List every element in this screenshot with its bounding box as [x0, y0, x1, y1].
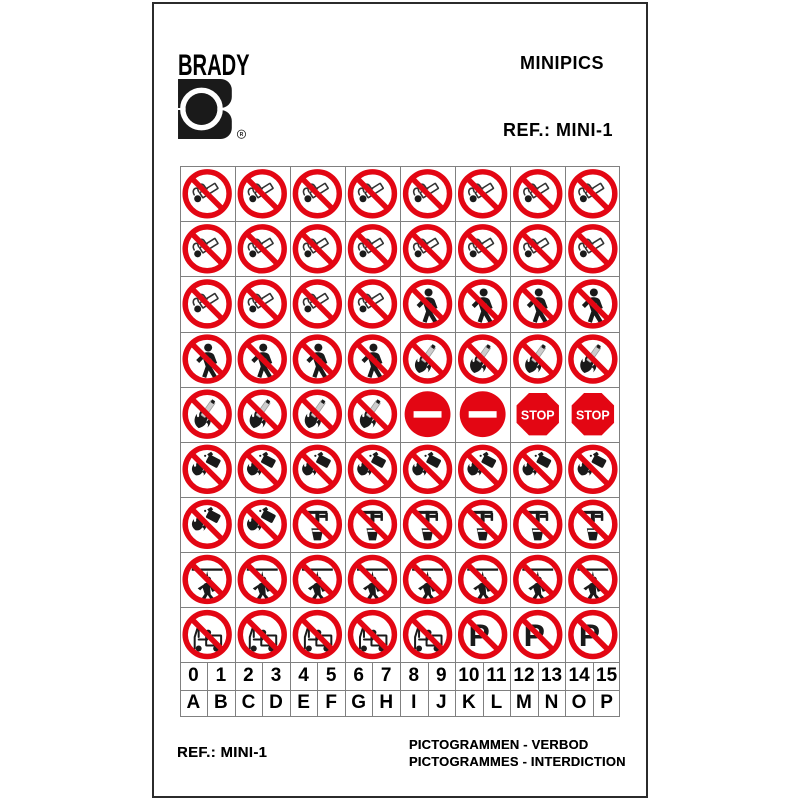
- svg-text:STOP: STOP: [576, 409, 610, 423]
- svg-text:STOP: STOP: [521, 409, 555, 423]
